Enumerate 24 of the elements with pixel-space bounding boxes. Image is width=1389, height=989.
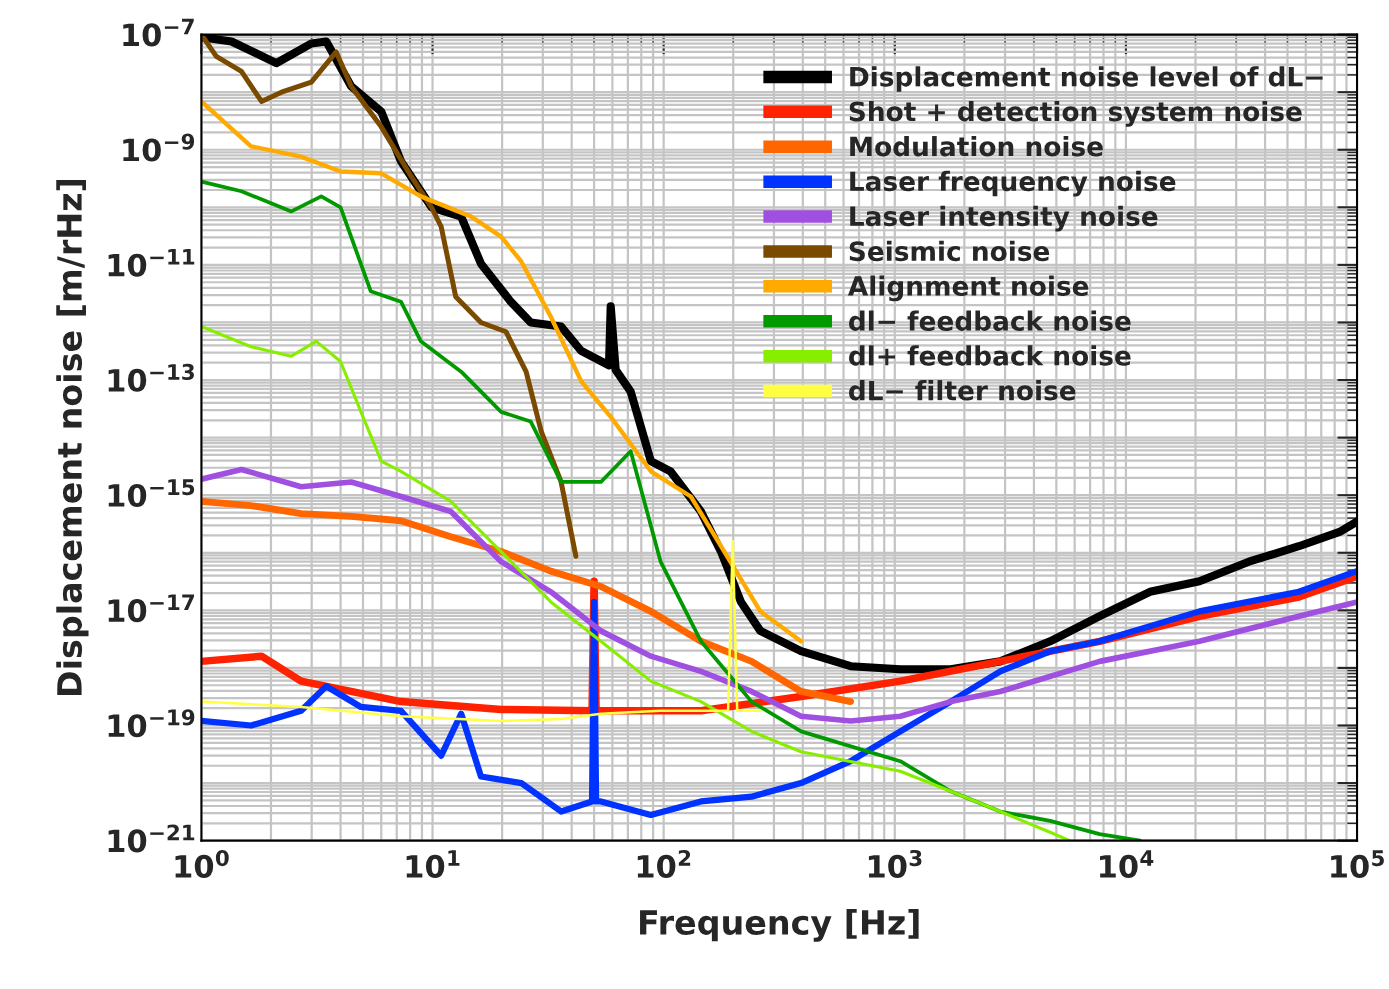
y-axis-title: Displacement noise [m/rHz] xyxy=(56,180,89,696)
x-tick-label: 10$^{2}$ xyxy=(637,849,691,878)
y-tick-label: 10$^{−11}$ xyxy=(108,249,195,277)
x-tick-label: 10$^{1}$ xyxy=(406,850,460,878)
y-tick-label: 10$^{−17}$ xyxy=(108,594,194,623)
legend-label: Laser intensity noise xyxy=(850,205,1158,232)
x-tick-label: 10$^{4}$ xyxy=(1100,850,1154,878)
legend-label: Alignment noise xyxy=(847,275,1089,302)
legend-label: Displacement noise level of dL− xyxy=(850,66,1323,92)
y-tick-label: 10$^{−15}$ xyxy=(108,479,195,508)
x-axis-title: Frequency [Hz] xyxy=(640,909,919,942)
y-tick-label: 10$^{−13}$ xyxy=(108,363,194,392)
y-tick-label: 10$^{−19}$ xyxy=(108,709,195,738)
x-tick-label: 10$^{5}$ xyxy=(1331,850,1384,878)
y-tick-label: 10$^{−9}$ xyxy=(123,133,195,162)
legend-label: dL− filter noise xyxy=(849,380,1076,401)
legend-label: Modulation noise xyxy=(850,136,1103,157)
legend-label: Laser frequency noise xyxy=(850,170,1176,197)
legend-label: dl− feedback noise xyxy=(849,310,1131,331)
x-tick-label: 10$^{3}$ xyxy=(868,849,922,878)
y-tick-label: 10$^{−7}$ xyxy=(123,18,194,47)
legend-label: Shot + detection system noise xyxy=(849,101,1302,127)
legend-label: Seismic noise xyxy=(849,240,1050,262)
legend-label: dl+ feedback noise xyxy=(849,345,1131,366)
